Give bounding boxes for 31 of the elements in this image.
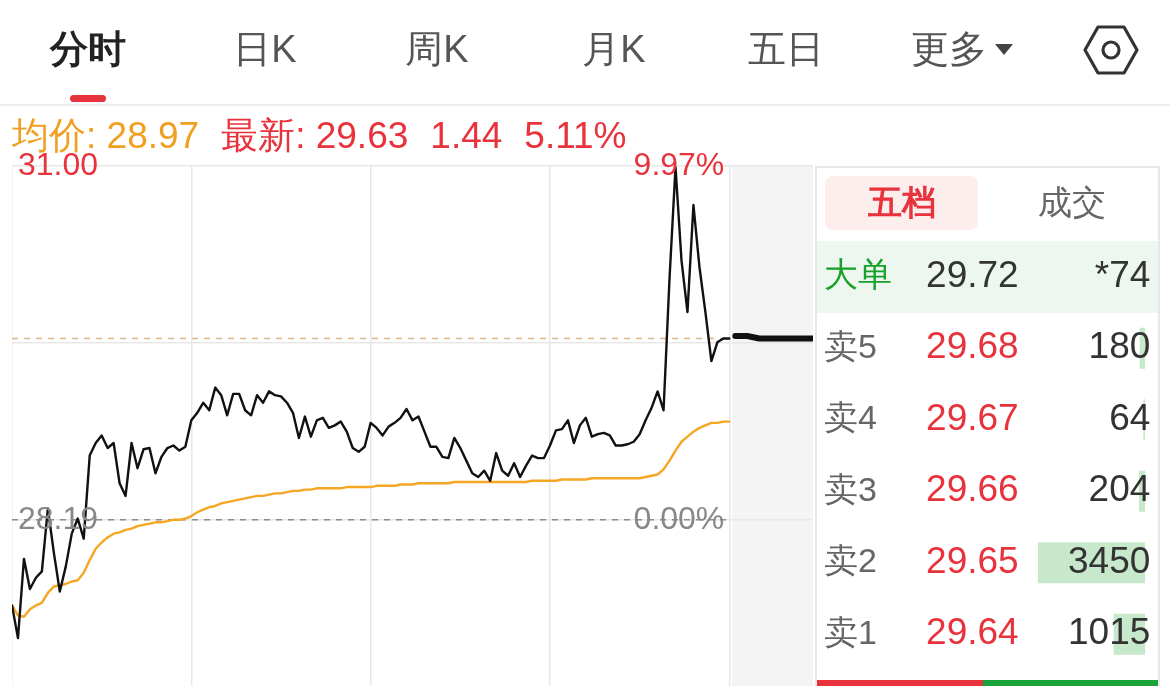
data-label: 3450 (1067, 539, 1151, 581)
text: *74 (1094, 253, 1151, 295)
text: 29.65 (926, 539, 1019, 581)
text: 5.11% (524, 115, 627, 156)
text: 29.67 (926, 396, 1019, 438)
y-tick-label: 卖2 (824, 541, 877, 580)
text: 最新: 29.63 (221, 115, 409, 156)
text: 更多 (911, 27, 987, 72)
text: 1.44 (430, 115, 503, 156)
text: 五档 (867, 182, 936, 223)
y-tick-label: 卖4 (824, 398, 877, 437)
y-tick-label: 卖3 (824, 469, 877, 508)
y2-tick-label: 9.97% (633, 145, 725, 182)
text: 29.72 (926, 253, 1019, 295)
text: 周K (405, 27, 469, 72)
y2-tick-label: 0.00% (633, 499, 725, 536)
text: 29.66 (926, 468, 1019, 510)
text: 29.68 (926, 325, 1019, 367)
y-tick-label: 大单 (824, 255, 892, 294)
data-label: 1015 (1067, 611, 1151, 653)
data-label: 204 (1088, 468, 1151, 510)
text: 29.64 (926, 611, 1019, 653)
data-label: 64 (1109, 396, 1151, 438)
text: 分时 (50, 27, 126, 72)
text: 月K (582, 27, 646, 72)
text: 成交 (1037, 182, 1106, 223)
text: 日K (233, 27, 297, 72)
data-label: 180 (1088, 325, 1151, 367)
y-tick-label: 卖1 (824, 612, 877, 651)
text: 五日 (748, 27, 824, 72)
y-tick-label: 卖5 (824, 326, 877, 365)
